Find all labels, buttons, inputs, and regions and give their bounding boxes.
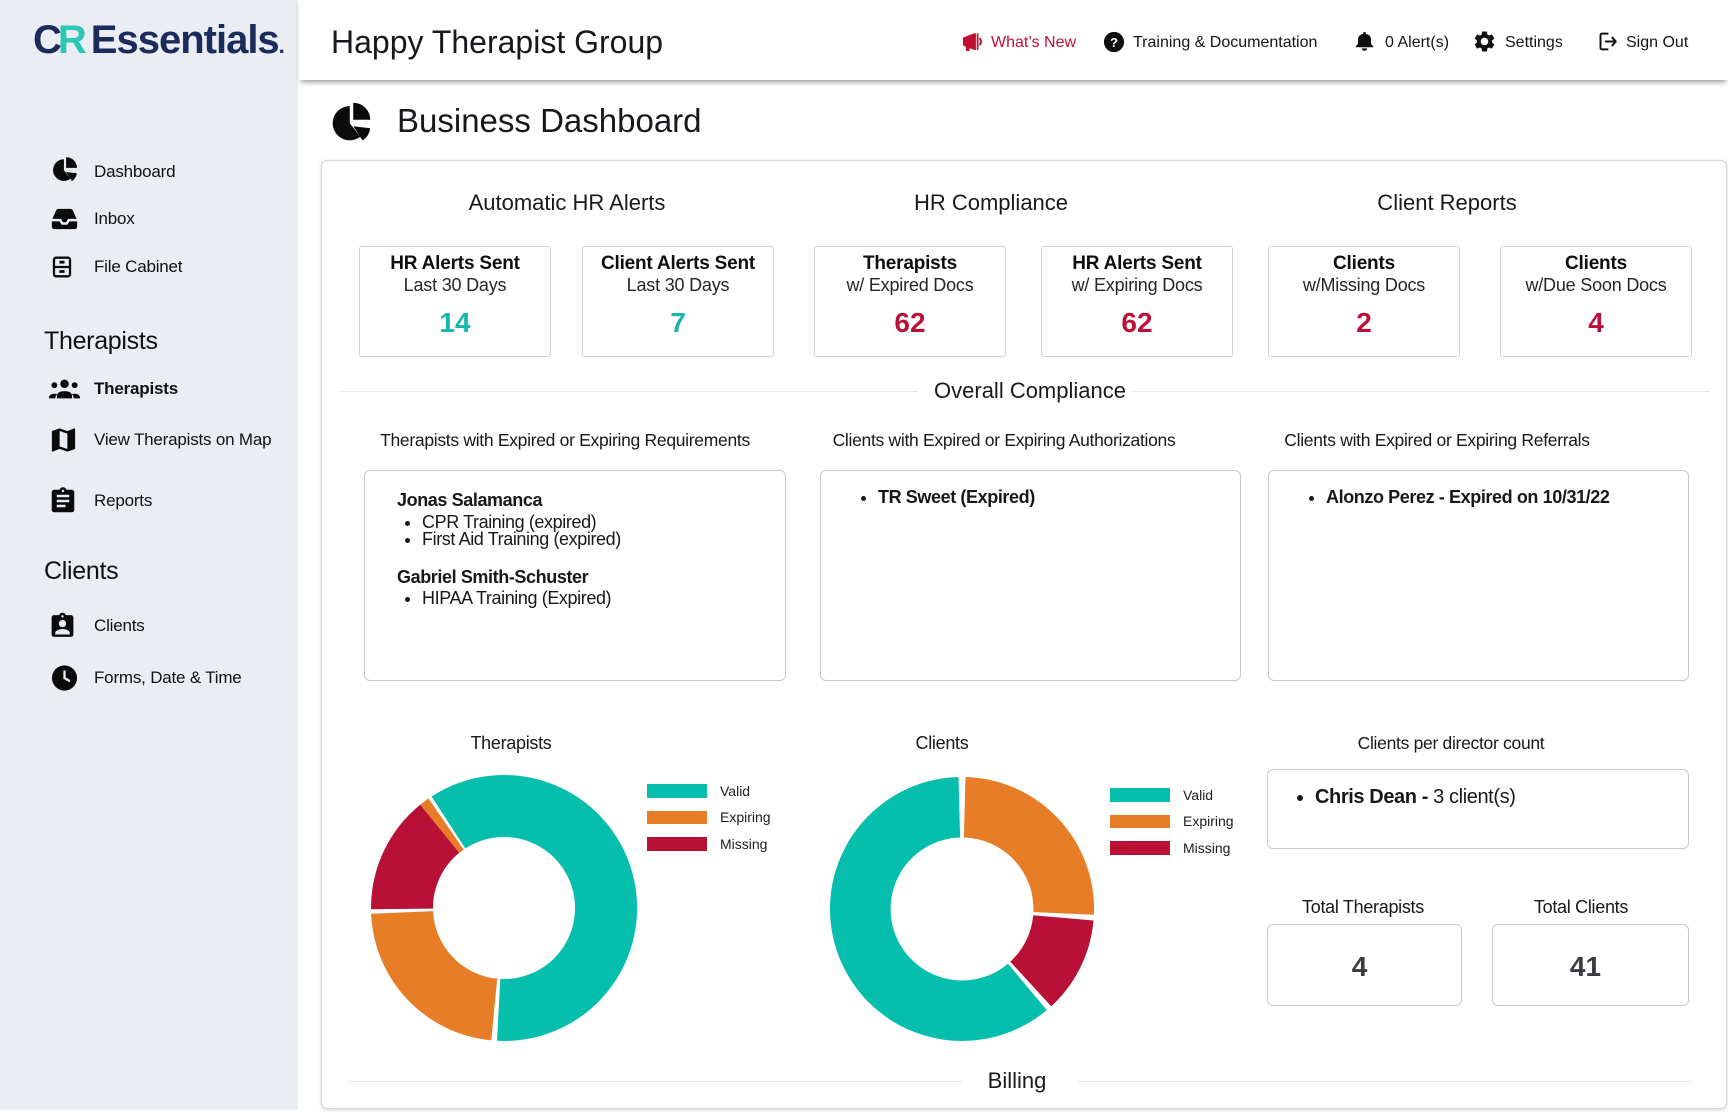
svg-text:?: ? xyxy=(1110,34,1118,49)
